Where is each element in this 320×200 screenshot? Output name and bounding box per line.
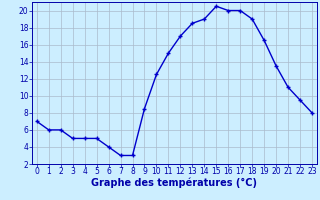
X-axis label: Graphe des températures (°C): Graphe des températures (°C) <box>92 178 257 188</box>
